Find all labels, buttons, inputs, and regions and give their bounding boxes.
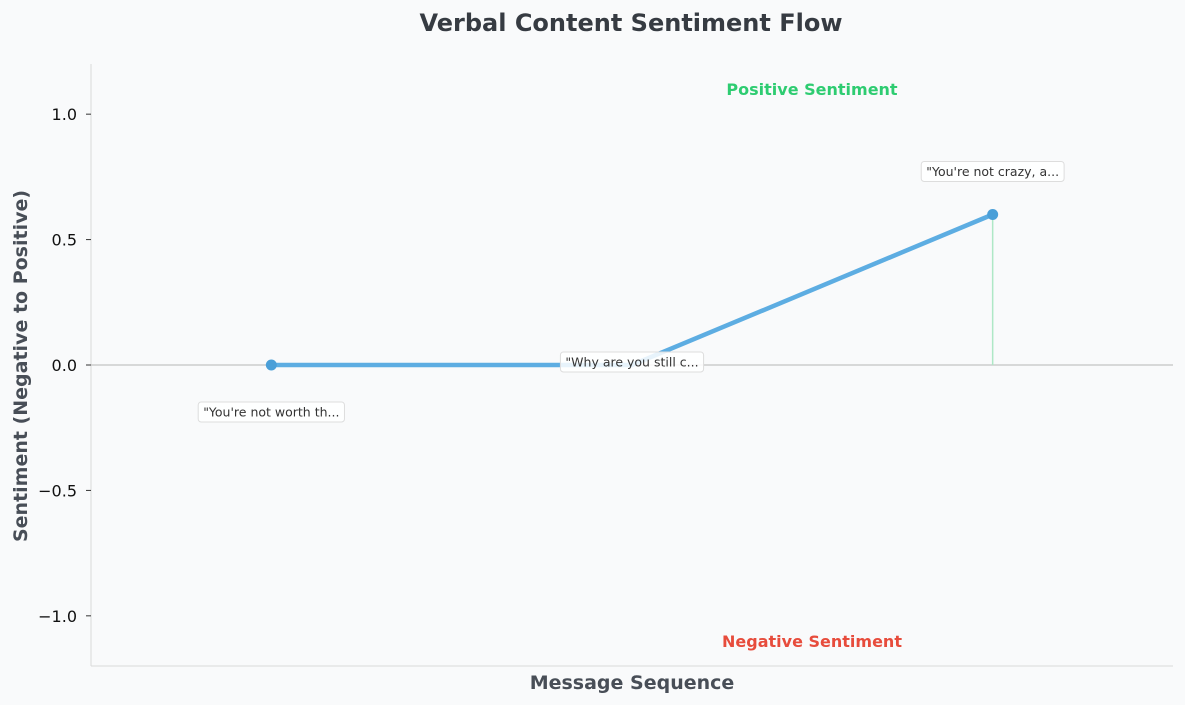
- data-point: [265, 359, 277, 371]
- annotations: "You're not worth th... "Why are you stil…: [197, 161, 1065, 423]
- annotation-text: "Why are you still c...: [565, 355, 698, 370]
- series-line-segment: [629, 212, 995, 368]
- annotation-box: "You're not crazy, a...: [920, 161, 1065, 182]
- negative-sentiment-label: Negative Sentiment: [722, 632, 902, 651]
- data-point: [987, 209, 999, 220]
- x-axis-label: Message Sequence: [530, 672, 735, 694]
- y-tick-label: 1.0: [52, 105, 77, 124]
- y-tick-label: 0.5: [52, 231, 77, 250]
- y-tick-label: −0.5: [38, 481, 77, 500]
- annotation-box: "Why are you still c...: [559, 351, 705, 373]
- y-axis-label: Sentiment (Negative to Positive): [10, 190, 32, 542]
- annotation-text: "You're not worth th...: [203, 405, 339, 420]
- annotation-box: "You're not worth th...: [197, 401, 345, 423]
- region-labels: Positive Sentiment Negative Sentiment: [722, 80, 902, 651]
- y-ticks: 1.0 0.5 0.0 −0.5 −1.0: [38, 105, 91, 626]
- positive-sentiment-label: Positive Sentiment: [726, 80, 898, 99]
- annotation-bg: [197, 401, 345, 423]
- chart-title: Verbal Content Sentiment Flow: [419, 9, 842, 37]
- y-tick-label: −1.0: [38, 607, 77, 626]
- annotation-text: "You're not crazy, a...: [926, 164, 1059, 179]
- y-tick-label: 0.0: [52, 356, 77, 375]
- annotation-bg: [920, 161, 1065, 182]
- annotation-bg: [559, 351, 705, 373]
